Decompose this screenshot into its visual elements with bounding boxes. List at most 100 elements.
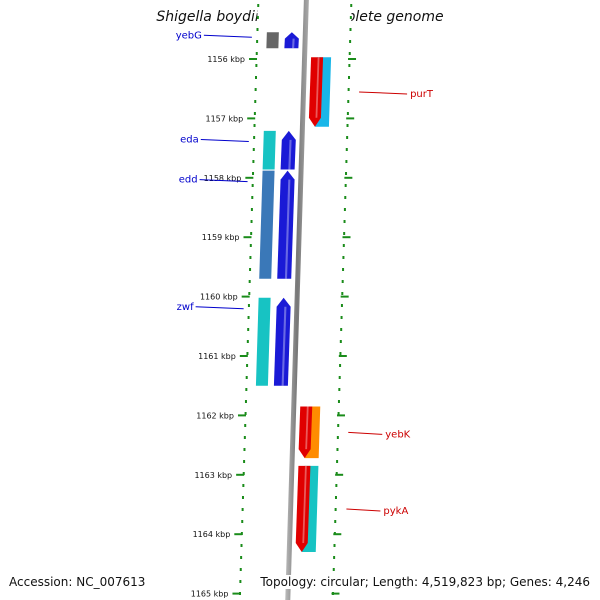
edge-dot-right [344,196,347,199]
edge-dot-right [345,160,348,163]
edge-dot-left [254,88,257,91]
edge-dot-left [256,40,259,43]
gene-pyka-label: pykA [383,506,408,517]
edge-dot-right [338,376,341,379]
edge-dot-left [247,304,250,307]
edge-dot-right [339,364,342,367]
edge-dot-left [241,508,244,511]
tick-label: 1165 kbp [191,590,229,599]
gene-purt-leader [359,91,408,95]
edge-dot-left [250,208,253,211]
edge-dot-left [241,496,244,499]
edge-dot-left [252,148,255,151]
edge-dot-right [343,232,346,235]
backbone-line [285,0,309,600]
gene-edd-leader [199,179,248,183]
edge-dot-right [343,208,346,211]
edge-dot-left [244,412,247,415]
edge-dot-left [240,544,243,547]
gene-yebk-leader [348,431,383,435]
gene-edd-arrow-shine [284,179,291,279]
tick-label: 1160 kbp [200,293,238,302]
edge-dot-left [249,244,252,247]
tick-label: 1164 kbp [193,530,231,539]
edge-dot-right [337,400,340,403]
tick-label: 1159 kbp [202,233,240,242]
gene-yebk-arrow [298,406,313,459]
edge-dot-right [334,520,337,523]
edge-dot-right [347,100,350,103]
edge-dot-left [254,100,257,103]
edge-dot-left [256,16,259,19]
edge-dot-left [240,556,243,559]
gene-yebg-arrow-shine [292,38,295,49]
summary-text: Topology: circular; Length: 4,519,823 bp… [257,575,590,589]
edge-dot-left [243,460,246,463]
edge-dot-right [334,496,337,499]
edge-dot-right [340,328,343,331]
edge-dot-right [343,220,346,223]
edge-dot-left [251,184,254,187]
edge-dot-left [244,424,247,427]
edge-dot-right [345,172,348,175]
edge-dot-left [252,160,255,163]
edge-dot-left [249,256,252,259]
edge-dot-left [245,388,248,391]
edge-dot-left [247,328,250,331]
edge-dot-right [337,412,340,415]
edge-dot-left [247,316,250,319]
edge-dot-left [242,472,245,475]
edge-dot-right [349,28,352,31]
edge-dot-right [338,388,341,391]
gene-purt-arrow-shine [315,57,320,118]
edge-dot-right [339,352,342,355]
gene-yebg-leader [203,34,252,38]
edge-dot-left [246,352,249,355]
edge-dot-right [344,184,347,187]
edge-dot-right [342,244,345,247]
edge-dot-right [342,256,345,259]
edge-dot-right [342,268,345,271]
edge-dot-left [252,172,255,175]
edge-dot-right [341,280,344,283]
edge-dot-left [242,484,245,487]
edge-dot-right [346,136,349,139]
gene-eda-leader [200,139,249,143]
edge-dot-right [332,568,335,571]
edge-dot-left [253,112,256,115]
gene-pyka-arrow-shine [302,465,307,544]
gene-pyka-arrow [295,465,311,553]
gene-eda-label: eda [180,135,199,146]
edge-dot-left [255,52,258,55]
edge-dot-left [250,220,253,223]
edge-dot-left [250,232,253,235]
edge-dot-right [335,484,338,487]
gene-edd-label: edd [179,175,198,186]
gene-purt-label: purT [410,89,434,100]
gene-yebk-arrow-shine [305,406,309,450]
edge-dot-left [255,64,258,67]
edge-dot-right [336,436,339,439]
accession-text: Accession: NC_007613 [9,575,146,589]
edge-dot-right [350,4,353,7]
backbone [285,0,309,600]
gene-eda-cds [262,130,276,170]
gene-yebg-label: yebG [176,30,202,41]
gene-edd-cds [259,170,275,279]
tick-label: 1158 kbp [204,174,242,183]
edge-dot-right [348,76,351,79]
edge-dot-left [253,124,256,127]
edge-dot-left [239,568,242,571]
gene-zwf-arrow-shine [281,306,287,386]
edge-dot-right [345,148,348,151]
tick-label: 1162 kbp [196,411,234,420]
edge-dot-left [251,196,254,199]
tick-label: 1163 kbp [194,471,232,480]
edge-dot-left [248,280,251,283]
edge-dot-right [349,40,352,43]
gene-edd-arrow [277,170,295,279]
edge-dot-left [246,364,249,367]
edge-dot-right [336,448,339,451]
edge-dot-right [349,16,352,19]
